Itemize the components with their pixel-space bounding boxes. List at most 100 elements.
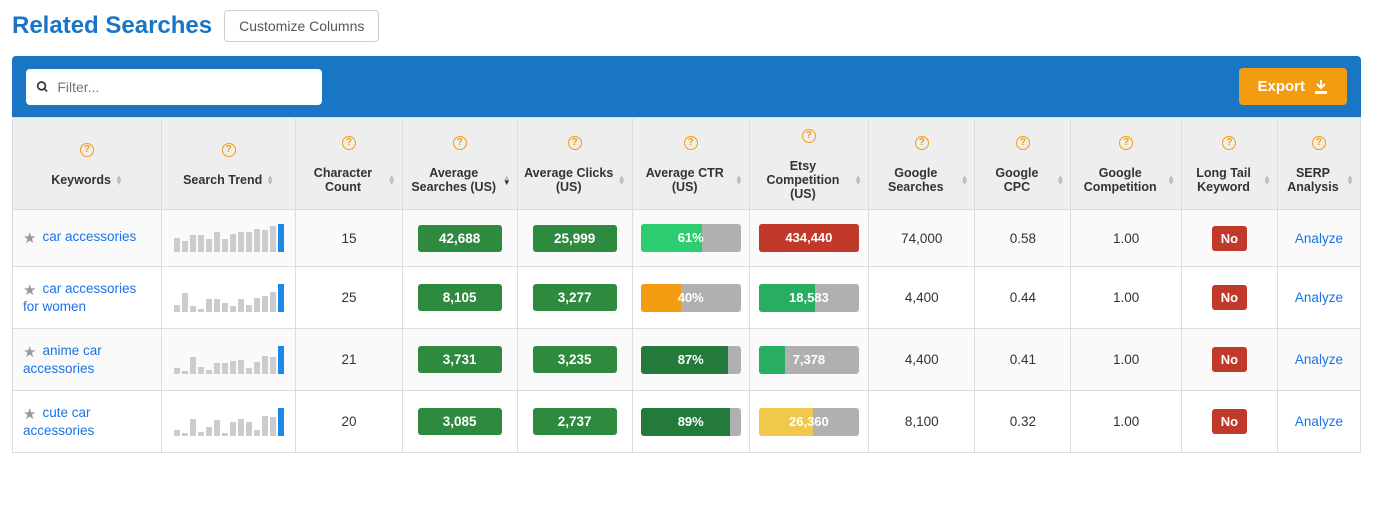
column-header-searches[interactable]: ?Average Searches (US)▲▼ [402, 118, 517, 210]
column-label: Etsy Competition (US) [756, 159, 850, 201]
sort-icon[interactable]: ▲▼ [735, 175, 743, 185]
export-button[interactable]: Export [1239, 68, 1347, 105]
help-icon[interactable]: ? [80, 143, 94, 157]
sort-icon[interactable]: ▲▼ [1263, 175, 1271, 185]
column-label: Google CPC [981, 166, 1052, 194]
average-searches-pill: 3,731 [418, 346, 502, 373]
help-icon[interactable]: ? [684, 136, 698, 150]
column-header-keywords[interactable]: ? Keywords ▲▼ [13, 118, 162, 210]
column-header-gcpc[interactable]: ? Google CPC ▲▼ [975, 118, 1071, 210]
table-row: ★anime car accessories213,7313,23587%7,3… [13, 329, 1361, 391]
long-tail-badge: No [1212, 226, 1247, 251]
sort-icon[interactable]: ▲▼ [854, 175, 862, 185]
keyword-link[interactable]: car accessories for women [23, 281, 136, 314]
search-trend-sparkline [168, 346, 289, 374]
character-count: 20 [296, 391, 402, 453]
google-searches: 74,000 [869, 210, 975, 267]
column-header-charcount[interactable]: ?Character Count▲▼ [296, 118, 402, 210]
google-searches: 4,400 [869, 329, 975, 391]
column-header-serp[interactable]: ? SERP Analysis ▲▼ [1277, 118, 1360, 210]
keyword-link[interactable]: car accessories [42, 229, 136, 244]
column-header-ctr[interactable]: ?Average CTR (US)▲▼ [632, 118, 749, 210]
help-icon[interactable]: ? [1119, 136, 1133, 150]
google-cpc: 0.44 [975, 267, 1071, 329]
star-icon[interactable]: ★ [23, 282, 36, 299]
search-trend-sparkline [168, 284, 289, 312]
sort-icon[interactable]: ▲▼ [266, 175, 274, 185]
google-competition: 1.00 [1071, 210, 1182, 267]
sort-icon[interactable]: ▲▼ [388, 175, 396, 185]
column-label: Search Trend [183, 173, 262, 187]
help-icon[interactable]: ? [342, 136, 356, 150]
long-tail-badge: No [1212, 347, 1247, 372]
average-ctr-bar: 61% [641, 224, 741, 252]
analyze-link[interactable]: Analyze [1295, 290, 1343, 305]
column-label: SERP Analysis [1284, 166, 1342, 194]
sort-icon[interactable]: ▲▼ [115, 175, 123, 185]
sort-icon[interactable]: ▲▼ [1346, 175, 1354, 185]
sort-icon[interactable]: ▲▼ [961, 175, 969, 185]
help-icon[interactable]: ? [915, 136, 929, 150]
help-icon[interactable]: ? [1222, 136, 1236, 150]
character-count: 25 [296, 267, 402, 329]
column-header-longtail[interactable]: ? Long Tail Keyword ▲▼ [1182, 118, 1278, 210]
help-icon[interactable]: ? [1016, 136, 1030, 150]
column-label: Google Competition [1077, 166, 1163, 194]
google-searches: 4,400 [869, 267, 975, 329]
sort-icon[interactable]: ▲▼ [1056, 175, 1064, 185]
star-icon[interactable]: ★ [23, 344, 36, 361]
google-cpc: 0.41 [975, 329, 1071, 391]
search-trend-sparkline [168, 408, 289, 436]
search-trend-sparkline [168, 224, 289, 252]
sort-icon[interactable]: ▲▼ [618, 175, 626, 185]
long-tail-badge: No [1212, 285, 1247, 310]
google-searches: 8,100 [869, 391, 975, 453]
average-clicks-pill: 25,999 [533, 225, 617, 252]
table-row: ★car accessories for women 25 8,105 3,277 40… [13, 267, 1361, 329]
etsy-competition-bar: 26,360 [759, 408, 859, 436]
average-searches-pill: 8,105 [418, 284, 502, 311]
search-icon [36, 80, 49, 94]
column-label: Long Tail Keyword [1188, 166, 1259, 194]
filter-wrap [26, 69, 322, 105]
column-label: Keywords [51, 173, 111, 187]
average-clicks-pill: 3,277 [533, 284, 617, 311]
column-header-etsy[interactable]: ? Etsy Competition (US) ▲▼ [749, 118, 868, 210]
column-label: Average Clicks (US) [524, 166, 614, 194]
analyze-link[interactable]: Analyze [1295, 231, 1343, 246]
analyze-link[interactable]: Analyze [1295, 414, 1343, 429]
long-tail-badge: No [1212, 409, 1247, 434]
help-icon[interactable]: ? [453, 136, 467, 150]
column-header-gcomp[interactable]: ? Google Competition ▲▼ [1071, 118, 1182, 210]
star-icon[interactable]: ★ [23, 406, 36, 423]
google-cpc: 0.32 [975, 391, 1071, 453]
help-icon[interactable]: ? [222, 143, 236, 157]
average-ctr-bar: 87% [641, 346, 741, 374]
help-icon[interactable]: ? [802, 129, 816, 143]
sort-icon[interactable]: ▲▼ [503, 175, 511, 185]
table-row: ★cute car accessories203,0852,73789%26,3… [13, 391, 1361, 453]
customize-columns-button[interactable]: Customize Columns [224, 10, 379, 42]
column-label: Google Searches [875, 166, 957, 194]
sort-icon[interactable]: ▲▼ [1167, 175, 1175, 185]
download-icon [1313, 80, 1329, 94]
character-count: 21 [296, 329, 402, 391]
help-icon[interactable]: ? [568, 136, 582, 150]
column-header-gsearches[interactable]: ? Google Searches ▲▼ [869, 118, 975, 210]
table-row: ★car accessories1542,68825,99961%434,440… [13, 210, 1361, 267]
average-ctr-bar: 89% [641, 408, 741, 436]
etsy-competition-bar: 18,583 [759, 284, 859, 312]
column-header-clicks[interactable]: ? Average Clicks (US) ▲▼ [517, 118, 632, 210]
column-header-trend[interactable]: ? Search Trend ▲▼ [162, 118, 296, 210]
results-table: ?Keywords▲▼?Search Trend▲▼?Character Cou… [12, 117, 1361, 453]
page-title: Related Searches [12, 12, 212, 40]
star-icon[interactable]: ★ [23, 230, 36, 247]
google-competition: 1.00 [1071, 391, 1182, 453]
etsy-competition-bar: 7,378 [759, 346, 859, 374]
help-icon[interactable]: ? [1312, 136, 1326, 150]
analyze-link[interactable]: Analyze [1295, 352, 1343, 367]
average-searches-pill: 42,688 [418, 225, 502, 252]
filter-input[interactable] [49, 79, 312, 95]
average-ctr-bar: 40% [641, 284, 741, 312]
character-count: 15 [296, 210, 402, 267]
